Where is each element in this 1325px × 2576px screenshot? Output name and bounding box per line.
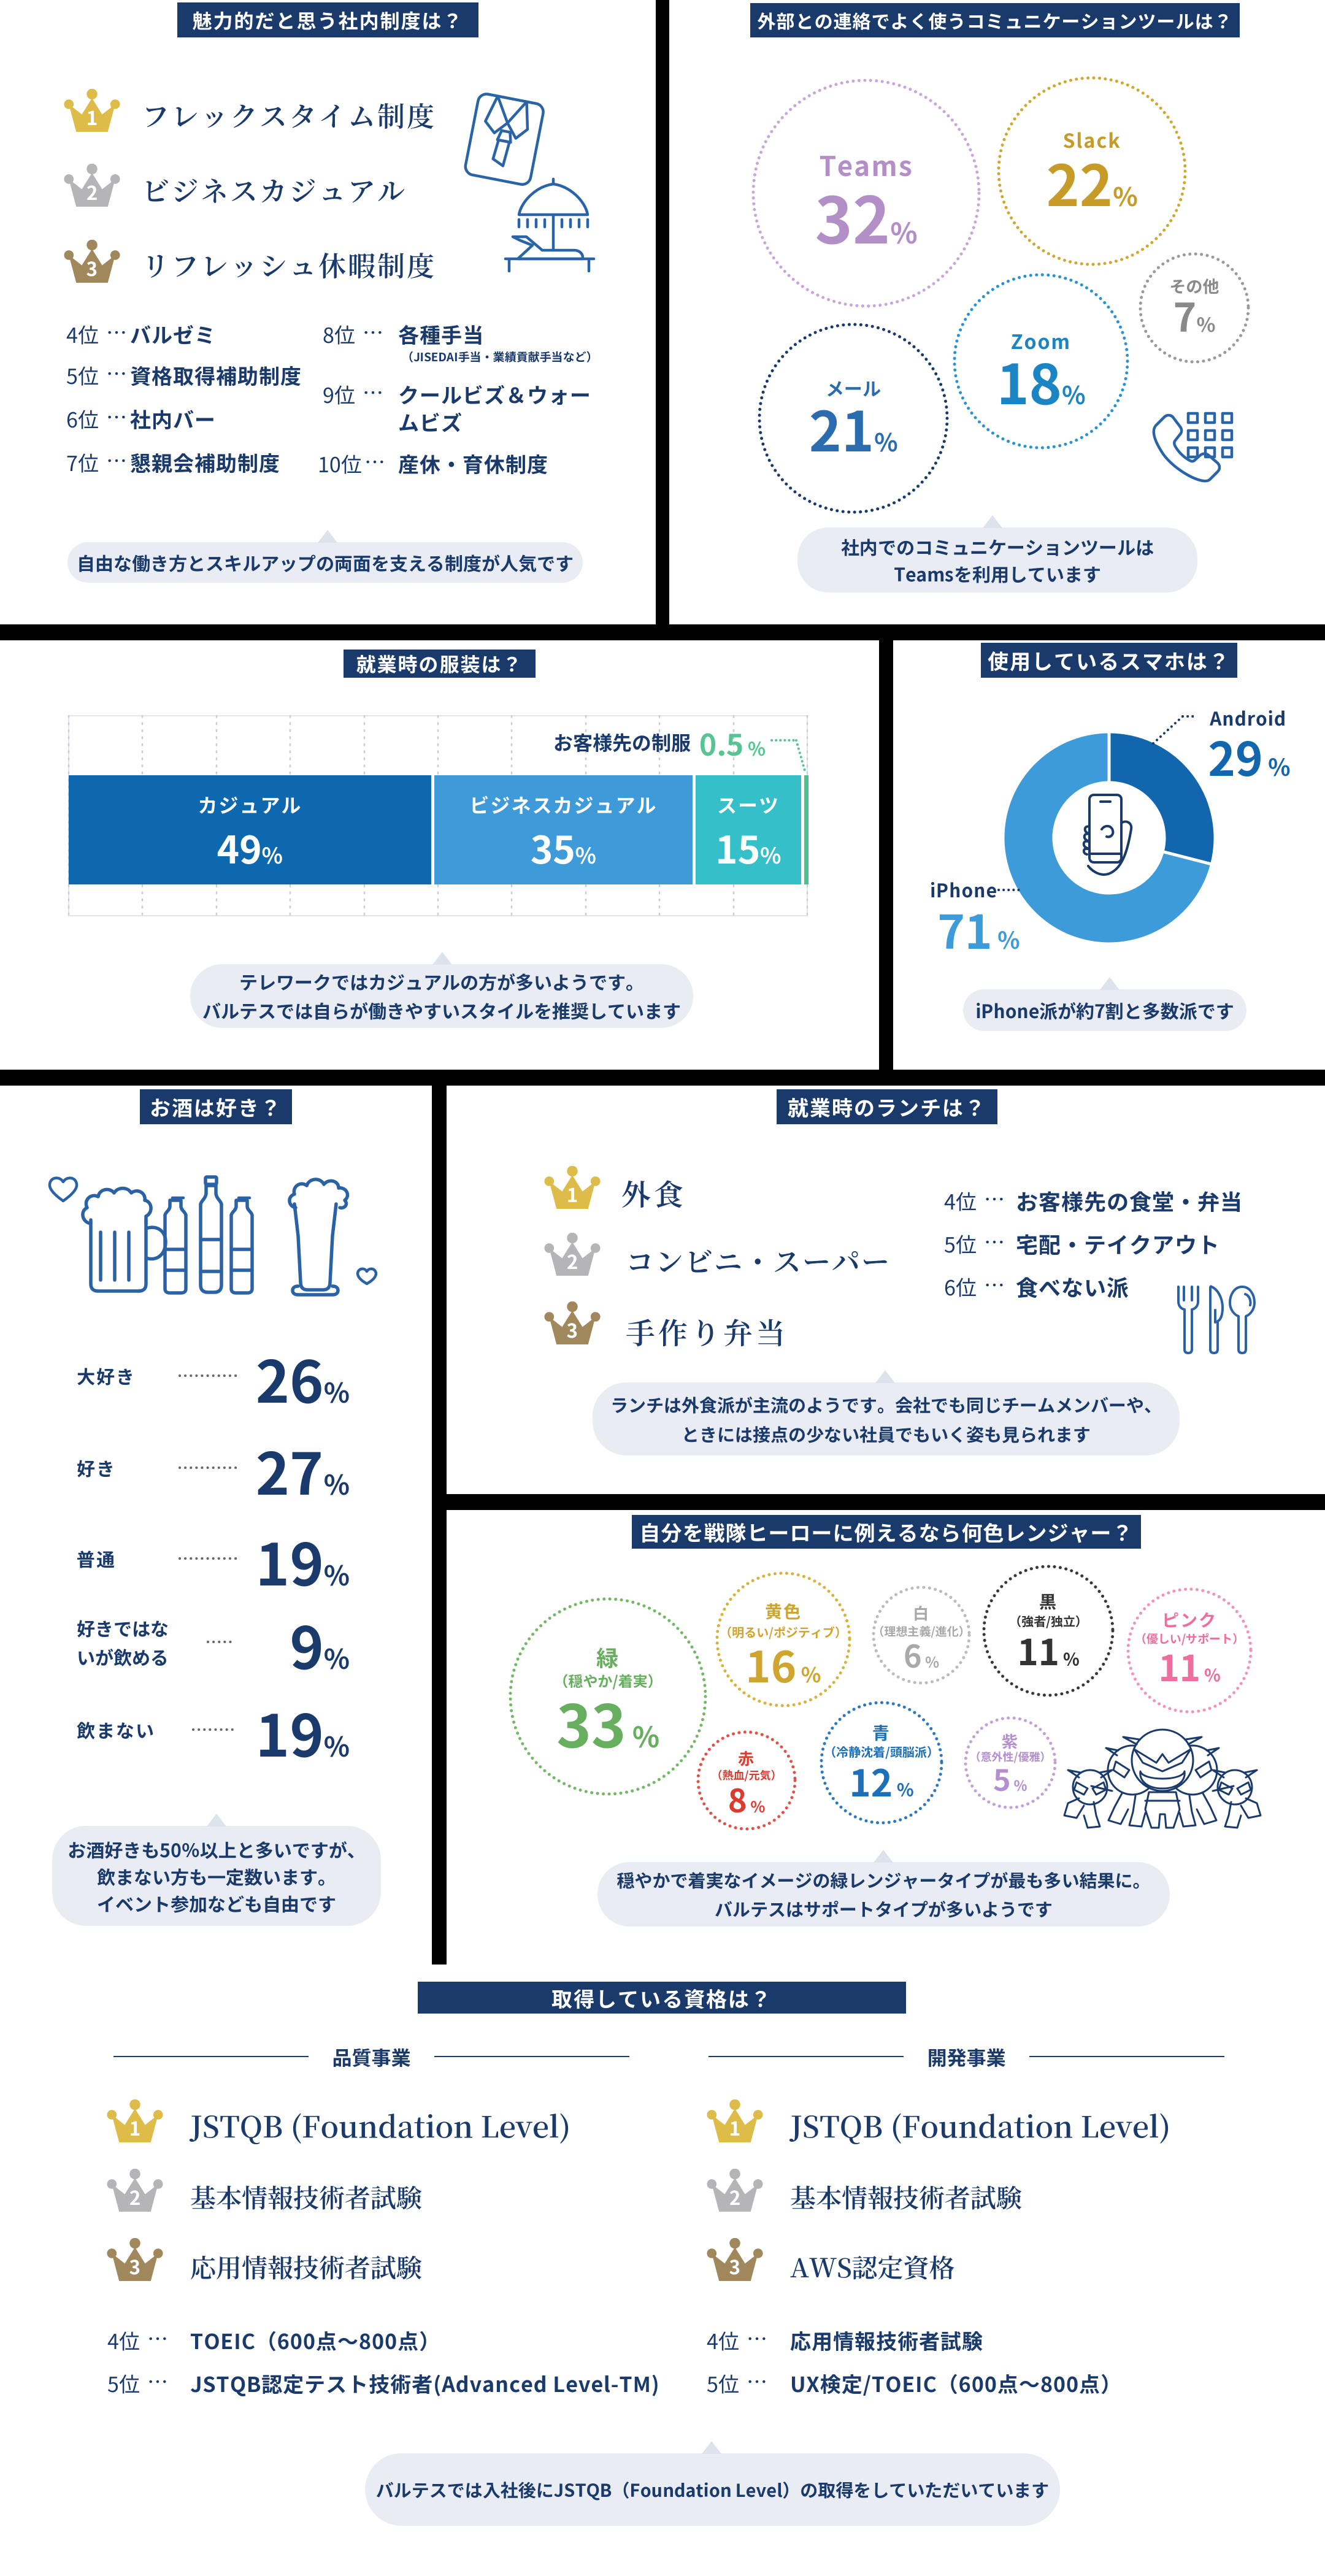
svg-text:3: 3 — [86, 255, 98, 282]
svg-text:1: 1 — [86, 104, 98, 131]
svg-text:2: 2 — [729, 2183, 740, 2211]
svg-text:1: 1 — [129, 2114, 140, 2142]
svg-text:1: 1 — [729, 2114, 740, 2142]
svg-text:2: 2 — [129, 2183, 140, 2211]
svg-text:3: 3 — [567, 1316, 578, 1344]
svg-text:3: 3 — [129, 2253, 140, 2280]
svg-text:3: 3 — [729, 2253, 740, 2280]
svg-text:2: 2 — [567, 1248, 578, 1275]
svg-text:2: 2 — [86, 178, 98, 206]
svg-text:1: 1 — [567, 1181, 578, 1208]
